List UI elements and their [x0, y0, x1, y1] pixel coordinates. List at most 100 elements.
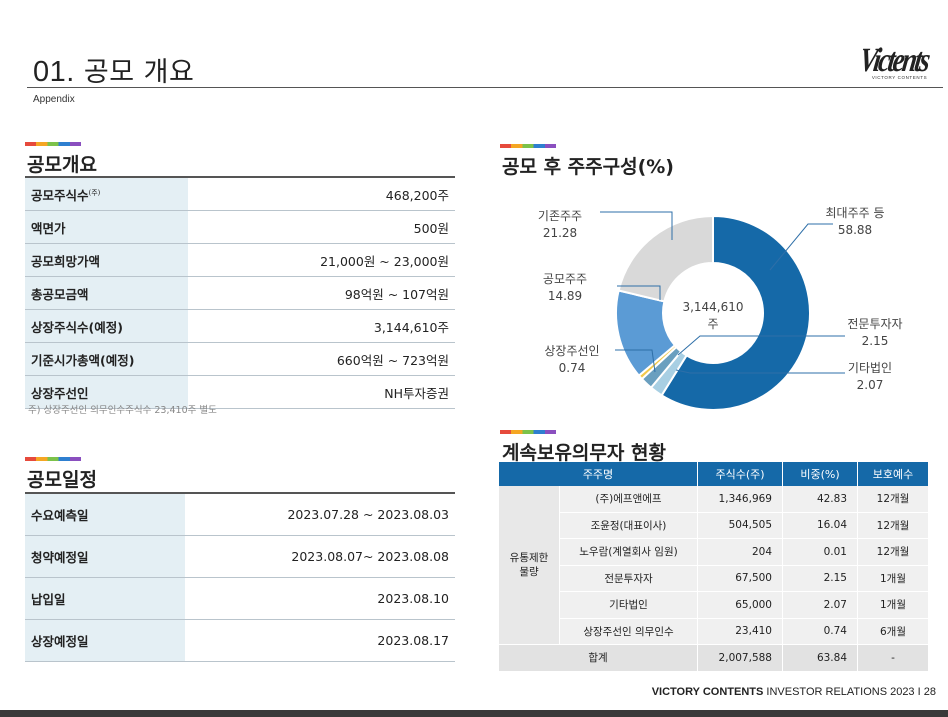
donut-center-label: 3,144,610 주: [670, 299, 756, 333]
overview-row: 총공모금액 98억원 ~ 107억원: [25, 276, 455, 310]
donut-label-5: 기존주주 21.28: [510, 208, 610, 242]
lockup-total-period: -: [857, 644, 929, 672]
page-subtitle: Appendix: [33, 94, 75, 105]
donut-label-2: 기타법인 2.07: [820, 360, 920, 394]
section-accent-stripe: [25, 142, 81, 146]
victents-logo: Victents: [862, 42, 933, 79]
schedule-row-label: 수요예측일: [25, 492, 185, 536]
donut-leader-line-4: [617, 285, 661, 300]
page-title-number: 01.: [33, 56, 75, 88]
section-accent-stripe: [500, 144, 556, 148]
lockup-header-period: 보호예수: [857, 462, 929, 486]
donut-leader-line-0: [769, 223, 833, 271]
donut-label-name: 최대주주 등: [825, 206, 885, 220]
donut-leader-line-2: [675, 369, 845, 374]
schedule-row-label: 납입일: [25, 577, 185, 620]
donut-label-name: 기타법인: [847, 361, 893, 375]
donut-leader-line-5: [600, 211, 673, 240]
lockup-cell-pct: 42.83: [782, 486, 858, 513]
logo-wordmark: Victents: [862, 42, 933, 79]
title-divider: [27, 87, 943, 88]
overview-row-value: 468,200주: [188, 176, 455, 211]
schedule-row: 납입일 2023.08.10: [25, 577, 455, 620]
donut-center-unit: 주: [707, 317, 719, 331]
lockup-row: 상장주선인 의무인수 23,410 0.74 6개월: [499, 618, 929, 645]
lockup-row: 노우람(계열회사 임원) 204 0.01 12개월: [499, 538, 929, 566]
overview-row: 상장주선인 NH투자증권: [25, 375, 455, 409]
schedule-row: 상장예정일 2023.08.17: [25, 619, 455, 662]
lockup-cell-pct: 2.15: [782, 565, 858, 592]
donut-slice-0: [660, 214, 811, 411]
lockup-cell-name: 조윤정(대표이사): [559, 512, 698, 539]
donut-center-value: 3,144,610: [682, 300, 744, 314]
overview-title: 공모개요: [27, 154, 97, 176]
lockup-cell-period: 6개월: [857, 618, 929, 645]
overview-row-value: 98억원 ~ 107억원: [188, 276, 455, 310]
schedule-row-value: 2023.08.17: [185, 619, 455, 662]
schedule-row: 청약예정일 2023.08.07~ 2023.08.08: [25, 535, 455, 578]
lockup-cell-name: 상장주선인 의무인수: [559, 618, 698, 645]
lockup-total-row: 합계 2,007,588 63.84-: [499, 644, 929, 672]
page-title-text: 공모 개요: [83, 57, 195, 88]
lockup-row: 기타법인 65,000 2.07 1개월: [499, 591, 929, 619]
overview-row: 공모주식수(주) 468,200주: [25, 176, 455, 211]
schedule-row-label: 상장예정일: [25, 619, 185, 662]
overview-row: 상장주식수(예정) 3,144,610주: [25, 309, 455, 343]
overview-row-value: 500원: [188, 210, 455, 244]
donut-label-name: 공모주주: [542, 272, 588, 286]
schedule-row-label: 청약예정일: [25, 535, 185, 578]
logo-subtext: VICTORY CONTENTS: [871, 75, 928, 80]
donut-label-name: 상장주선인: [544, 344, 600, 358]
donut-leader-line-3: [615, 349, 656, 373]
lockup-cell-period: 1개월: [857, 565, 929, 592]
overview-row-label: 기준시가총액(예정): [25, 342, 188, 376]
overview-row-value: 3,144,610주: [188, 309, 455, 343]
donut-label-0: 최대주주 등 58.88: [800, 205, 910, 239]
bottom-bar: [0, 710, 948, 717]
lockup-cell-shares: 23,410: [697, 618, 783, 645]
lockup-cell-name: 기타법인: [559, 591, 698, 619]
overview-row-label: 공모주식수(주): [25, 176, 188, 211]
section-accent-stripe: [500, 430, 556, 434]
donut-label-4: 공모주주 14.89: [520, 271, 610, 305]
donut-label-value: 2.07: [856, 378, 884, 392]
overview-row-value: 21,000원 ~ 23,000원: [188, 243, 455, 277]
donut-label-value: 2.15: [861, 334, 889, 348]
lockup-cell-shares: 67,500: [697, 565, 783, 592]
lockup-total-label: 합계: [499, 644, 698, 672]
donut-label-3: 상장주선인 0.74: [527, 343, 617, 377]
lockup-header-pct: 비중(%): [782, 462, 858, 486]
overview-footnote: 주) 상장주선인 의무인수주식수 23,410주 별도: [28, 405, 217, 416]
lockup-cell-pct: 0.74: [782, 618, 858, 645]
lockup-cell-period: 12개월: [857, 486, 929, 513]
donut-label-name: 전문투자자: [847, 317, 903, 331]
lockup-cell-period: 12개월: [857, 512, 929, 539]
schedule-row-value: 2023.08.07~ 2023.08.08: [185, 535, 455, 578]
footer-brand: VICTORY CONTENTS: [651, 686, 764, 698]
overview-table: 공모주식수(주) 468,200주 액면가 500원 공모희망가액 21,000원 ~ 2…: [25, 176, 455, 409]
donut-label-value: 58.88: [837, 223, 873, 237]
donut-slice-5: [617, 214, 714, 303]
donut-label-1: 전문투자자 2.15: [825, 316, 925, 350]
lockup-cell-shares: 65,000: [697, 591, 783, 619]
footer-text: INVESTOR RELATIONS 2023: [766, 686, 915, 698]
lockup-cell-pct: 2.07: [782, 591, 858, 619]
schedule-row-value: 2023.07.28 ~ 2023.08.03: [185, 492, 455, 536]
lockup-cell-shares: 504,505: [697, 512, 783, 539]
overview-row-label: 상장주선인: [25, 375, 188, 409]
overview-row-note: (주): [88, 188, 101, 197]
lockup-group-label: 유통제한 물량: [499, 486, 560, 645]
overview-row-label: 총공모금액: [25, 276, 188, 310]
schedule-row: 수요예측일 2023.07.28 ~ 2023.08.03: [25, 492, 455, 536]
schedule-title: 공모일정: [27, 469, 97, 491]
overview-row-value: 660억원 ~ 723억원: [188, 342, 455, 376]
donut-leader-line-1: [677, 335, 845, 356]
schedule-row-value: 2023.08.10: [185, 577, 455, 620]
donut-label-value: 0.74: [558, 361, 586, 375]
overview-row: 기준시가총액(예정) 660억원 ~ 723억원: [25, 342, 455, 376]
donut-label-value: 14.89: [547, 289, 583, 303]
lockup-total-pct: 63.84: [782, 644, 858, 672]
page-footer: VICTORY CONTENTS INVESTOR RELATIONS 2023…: [652, 686, 936, 698]
overview-row-label: 액면가: [25, 210, 188, 244]
